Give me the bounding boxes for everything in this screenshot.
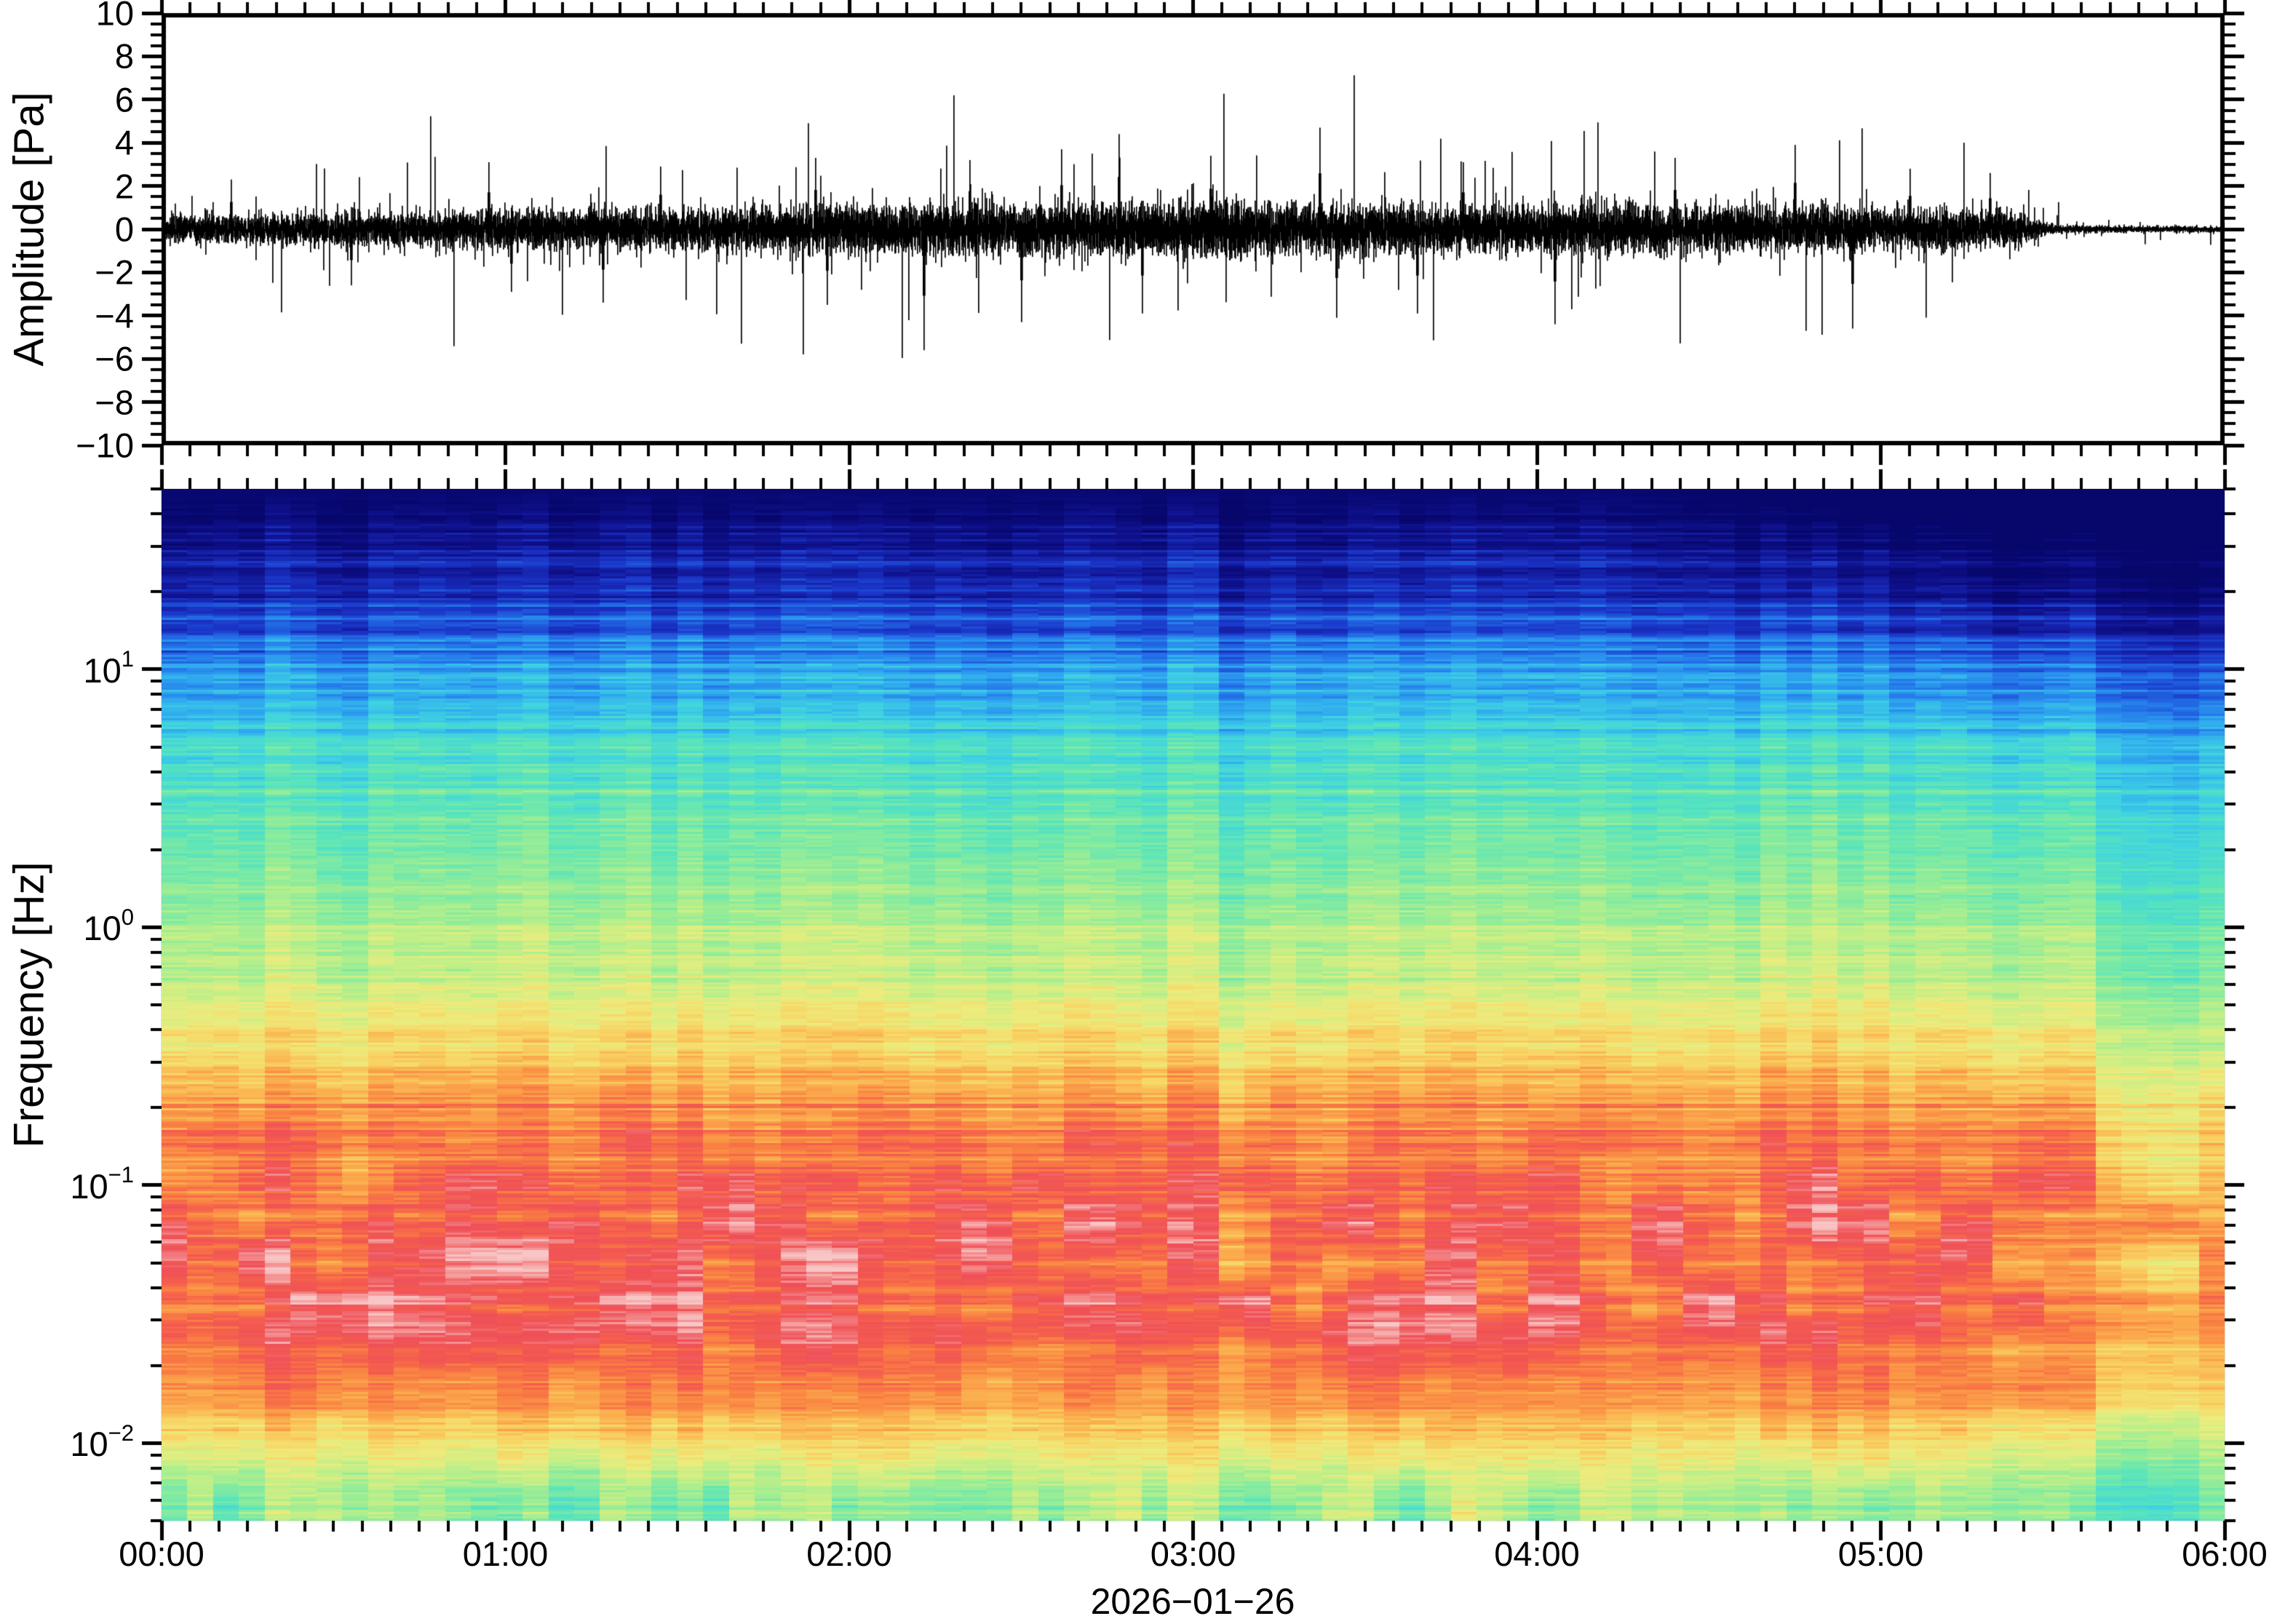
amplitude-tick-label: 2: [114, 167, 134, 206]
time-tick-label: 03:00: [1150, 1535, 1236, 1573]
amplitude-tick-label: −10: [76, 426, 134, 465]
time-tick-label: 05:00: [1837, 1535, 1924, 1573]
frequency-tick-label: 10−1: [70, 1162, 134, 1206]
amplitude-tick-label: −6: [95, 339, 134, 378]
frequency-axis-label: Frequency [Hz]: [5, 861, 53, 1148]
amplitude-tick-label: 0: [114, 210, 134, 249]
spectrogram-canvas: [162, 489, 2225, 1521]
time-tick-label: 02:00: [806, 1535, 892, 1573]
amplitude-tick-label: 10: [95, 0, 134, 33]
date-label: 2026−01−26: [1090, 1581, 1295, 1622]
frequency-tick-label: 101: [83, 646, 134, 690]
amplitude-tick-label: 4: [114, 123, 134, 162]
frequency-tick-label: 10−2: [70, 1420, 134, 1464]
amplitude-axis-label: Amplitude [Pa]: [5, 92, 53, 367]
amplitude-tick-label: −8: [95, 383, 134, 422]
amplitude-tick-label: −4: [95, 296, 134, 335]
amplitude-tick-label: 6: [114, 80, 134, 119]
time-tick-label: 01:00: [462, 1535, 549, 1573]
waveform-plot-canvas: [162, 13, 2225, 445]
time-tick-label: 04:00: [1494, 1535, 1580, 1573]
time-tick-label: 06:00: [2182, 1535, 2268, 1573]
time-tick-label: 00:00: [119, 1535, 204, 1573]
frequency-tick-label: 100: [83, 904, 134, 948]
amplitude-tick-label: 8: [114, 36, 134, 76]
amplitude-tick-label: −2: [95, 252, 134, 292]
